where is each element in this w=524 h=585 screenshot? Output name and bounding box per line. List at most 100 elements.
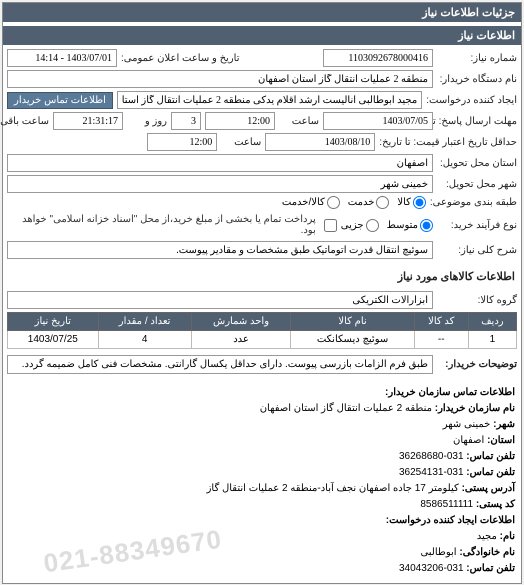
validity-time-field[interactable]	[147, 133, 217, 151]
goods-table-header: ردیف کد کالا نام کالا واحد شمارش تعداد /…	[8, 313, 517, 331]
radio-medium-input[interactable]	[420, 219, 433, 232]
goods-title: اطلاعات کالاهای مورد نیاز	[3, 266, 521, 287]
contact-buyer-button[interactable]: اطلاعات تماس خریدار	[7, 92, 113, 109]
buy-type-label: نوع فرآیند خرید:	[437, 220, 517, 231]
need-desc-label: شرح کلی نیاز:	[437, 245, 517, 256]
buyer-notes-label: توضیحات خریدار:	[437, 359, 517, 370]
radio-kala-khadamat-input[interactable]	[327, 196, 340, 209]
radio-kala-khadamat-label: کالا/خدمت	[282, 197, 325, 208]
radio-partial[interactable]: جزیی	[341, 219, 379, 232]
contact-state: اصفهان	[453, 435, 484, 446]
goods-table: ردیف کد کالا نام کالا واحد شمارش تعداد /…	[7, 312, 517, 349]
creator-title: اطلاعات ایجاد کننده درخواست:	[386, 515, 515, 526]
buy-note: پرداخت تمام یا بخشی از مبلغ خرید،از محل …	[7, 212, 320, 238]
buyer-org-field[interactable]	[7, 70, 433, 88]
requester-field[interactable]	[117, 91, 422, 109]
state-field[interactable]	[7, 154, 433, 172]
contact-city-label: شهر:	[493, 419, 515, 430]
table-row[interactable]: 1 -- سوئیچ دیسکانکت عدد 4 1403/07/25	[8, 331, 517, 349]
row-validity: حداقل تاریخ اعتبار قیمت: تا تاریخ: ساعت	[7, 133, 517, 151]
col-qty: تعداد / مقدار	[98, 313, 191, 331]
deadline-time-label: ساعت	[279, 116, 319, 127]
cell-name: سوئیچ دیسکانکت	[291, 331, 414, 349]
col-code: کد کالا	[414, 313, 468, 331]
treasury-checkbox[interactable]	[324, 219, 337, 232]
subject-type-radios: کالا خدمت کالا/خدمت	[282, 196, 426, 209]
row-subject-type: طبقه بندی موضوعی: کالا خدمت کالا/خدمت	[7, 196, 517, 209]
radio-medium[interactable]: متوسط	[387, 219, 433, 232]
contact-org-label: نام سازمان خریدار:	[435, 403, 515, 414]
creator-phone-label: تلفن تماس:	[466, 563, 515, 574]
radio-medium-label: متوسط	[387, 220, 418, 231]
validity-date-field[interactable]	[265, 133, 375, 151]
contact-postcode: 8586511111	[420, 499, 473, 510]
contact-address: کیلومتر 17 جاده اصفهان نجف آباد-منطقه 2 …	[207, 483, 459, 494]
cell-idx: 1	[468, 331, 516, 349]
contact-state-label: استان:	[487, 435, 515, 446]
creator-family-label: نام خانوادگی:	[459, 547, 515, 558]
contact-postcode-label: کد پستی:	[476, 499, 515, 510]
contact-city: خمینی شهر	[443, 419, 491, 430]
remain-time-field[interactable]	[53, 112, 123, 130]
requester-label: ایجاد کننده درخواست:	[426, 95, 517, 106]
need-no-field[interactable]	[323, 49, 433, 67]
row-buyer-org: نام دستگاه خریدار:	[7, 70, 517, 88]
radio-khadamat-input[interactable]	[376, 196, 389, 209]
subject-type-label: طبقه بندی موضوعی:	[430, 197, 517, 208]
need-desc-field[interactable]	[7, 241, 433, 259]
col-unit: واحد شمارش	[191, 313, 291, 331]
contact-fax: 031-36268680	[399, 451, 464, 462]
info-form: شماره نیاز: تاریخ و ساعت اعلان عمومی: نا…	[3, 45, 521, 266]
col-idx: ردیف	[468, 313, 516, 331]
row-need-desc: شرح کلی نیاز:	[7, 241, 517, 259]
buy-type-radios: متوسط جزیی	[341, 219, 433, 232]
row-state: استان محل تحویل:	[7, 154, 517, 172]
goods-group-field[interactable]	[7, 291, 433, 309]
creator-phone: 031-34043206	[399, 563, 464, 574]
need-no-label: شماره نیاز:	[437, 53, 517, 64]
radio-kala[interactable]: کالا	[397, 196, 426, 209]
info-section-title: اطلاعات نیاز	[3, 26, 521, 45]
goods-form: گروه کالا: ردیف کد کالا نام کالا واحد شم…	[3, 287, 521, 353]
row-deadline: مهلت ارسال پاسخ: تا تاریخ: ساعت روز و سا…	[7, 112, 517, 130]
validity-time-label: ساعت	[221, 137, 261, 148]
radio-kala-input[interactable]	[413, 196, 426, 209]
col-date: تاریخ نیاز	[8, 313, 99, 331]
creator-family: ابوطالبی	[420, 547, 456, 558]
deadline-date-field[interactable]	[323, 112, 433, 130]
contact-org: منطقه 2 عملیات انتقال گاز استان اصفهان	[260, 403, 432, 414]
cell-date: 1403/07/25	[8, 331, 99, 349]
row-buy-type: نوع فرآیند خرید: متوسط جزیی پرداخت تمام …	[7, 212, 517, 238]
radio-khadamat[interactable]: خدمت	[348, 196, 390, 209]
row-requester: ایجاد کننده درخواست: اطلاعات تماس خریدار	[7, 91, 517, 109]
days-label: روز و	[127, 116, 167, 127]
creator-name-label: نام:	[500, 531, 515, 542]
remain-label: ساعت باقی مانده	[0, 116, 49, 127]
contact-fax-label: تلفن تماس:	[466, 451, 515, 462]
validity-label: حداقل تاریخ اعتبار قیمت: تا تاریخ:	[379, 137, 517, 148]
row-city: شهر محل تحویل:	[7, 175, 517, 193]
radio-kala-label: کالا	[397, 197, 411, 208]
cell-unit: عدد	[191, 331, 291, 349]
cell-code: --	[414, 331, 468, 349]
cell-qty: 4	[98, 331, 191, 349]
contact-address-label: آدرس پستی:	[462, 483, 515, 494]
days-field[interactable]	[171, 112, 201, 130]
state-label: استان محل تحویل:	[437, 158, 517, 169]
col-name: نام کالا	[291, 313, 414, 331]
deadline-time-field[interactable]	[205, 112, 275, 130]
row-goods-group: گروه کالا:	[7, 291, 517, 309]
city-field[interactable]	[7, 175, 433, 193]
goods-group-label: گروه کالا:	[437, 295, 517, 306]
radio-kala-khadamat[interactable]: کالا/خدمت	[282, 196, 340, 209]
deadline-label: مهلت ارسال پاسخ: تا تاریخ:	[437, 116, 517, 127]
row-need-no: شماره نیاز: تاریخ و ساعت اعلان عمومی:	[7, 49, 517, 67]
city-label: شهر محل تحویل:	[437, 179, 517, 190]
contact-phone-label: تلفن تماس:	[466, 467, 515, 478]
contact-title: اطلاعات تماس سازمان خریدار:	[385, 387, 515, 398]
row-buyer-notes: توضیحات خریدار: طبق فرم الزامات بازرسی پ…	[3, 353, 521, 376]
radio-khadamat-label: خدمت	[348, 197, 375, 208]
announce-field[interactable]	[7, 49, 117, 67]
radio-partial-input[interactable]	[366, 219, 379, 232]
creator-name: مجید	[477, 531, 497, 542]
